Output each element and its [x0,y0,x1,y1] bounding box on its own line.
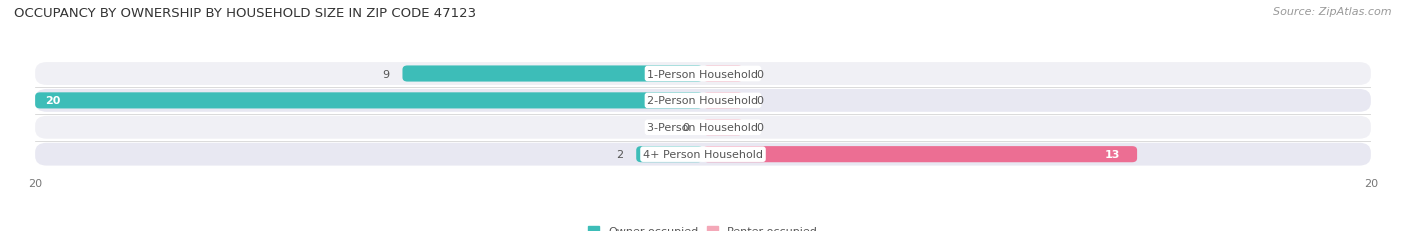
Text: Source: ZipAtlas.com: Source: ZipAtlas.com [1274,7,1392,17]
Text: 0: 0 [756,69,763,79]
Text: 13: 13 [1105,149,1121,159]
FancyBboxPatch shape [35,93,703,109]
Text: 20: 20 [45,96,60,106]
Legend: Owner-occupied, Renter-occupied: Owner-occupied, Renter-occupied [583,222,823,231]
Text: 0: 0 [683,123,689,133]
FancyBboxPatch shape [35,143,1371,166]
Text: 0: 0 [756,96,763,106]
Text: 2-Person Household: 2-Person Household [647,96,759,106]
FancyBboxPatch shape [35,116,1371,139]
FancyBboxPatch shape [402,66,703,82]
Text: 9: 9 [382,69,389,79]
FancyBboxPatch shape [703,120,742,136]
FancyBboxPatch shape [703,93,742,109]
FancyBboxPatch shape [35,90,1371,112]
FancyBboxPatch shape [703,146,1137,163]
Text: 3-Person Household: 3-Person Household [648,123,758,133]
Text: 4+ Person Household: 4+ Person Household [643,149,763,159]
Text: 0: 0 [756,123,763,133]
FancyBboxPatch shape [703,66,742,82]
Text: OCCUPANCY BY OWNERSHIP BY HOUSEHOLD SIZE IN ZIP CODE 47123: OCCUPANCY BY OWNERSHIP BY HOUSEHOLD SIZE… [14,7,477,20]
Text: 2: 2 [616,149,623,159]
FancyBboxPatch shape [636,146,703,163]
FancyBboxPatch shape [35,63,1371,85]
Text: 1-Person Household: 1-Person Household [648,69,758,79]
